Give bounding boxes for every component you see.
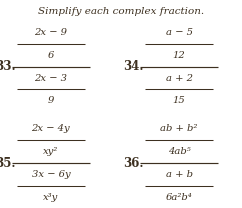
Text: Simplify each complex fraction.: Simplify each complex fraction.	[38, 7, 204, 16]
Text: 4ab⁵: 4ab⁵	[168, 147, 190, 156]
Text: 2x − 3: 2x − 3	[34, 73, 67, 83]
Text: 9: 9	[48, 96, 54, 105]
Text: 2x − 4y: 2x − 4y	[31, 124, 70, 134]
Text: 36.: 36.	[123, 157, 144, 170]
Text: 3x − 6y: 3x − 6y	[31, 170, 70, 179]
Text: xy²: xy²	[43, 147, 59, 156]
Text: 6a²b⁴: 6a²b⁴	[166, 193, 192, 202]
Text: 12: 12	[173, 51, 185, 60]
Text: a − 5: a − 5	[166, 28, 193, 37]
Text: a + 2: a + 2	[166, 73, 193, 83]
Text: 33.: 33.	[0, 60, 16, 73]
Text: a + b: a + b	[166, 170, 193, 179]
Text: ab + b²: ab + b²	[160, 124, 198, 134]
Text: x³y: x³y	[43, 193, 59, 202]
Text: 15: 15	[173, 96, 185, 105]
Text: 6: 6	[48, 51, 54, 60]
Text: 35.: 35.	[0, 157, 16, 170]
Text: 34.: 34.	[123, 60, 144, 73]
Text: 2x − 9: 2x − 9	[34, 28, 67, 37]
